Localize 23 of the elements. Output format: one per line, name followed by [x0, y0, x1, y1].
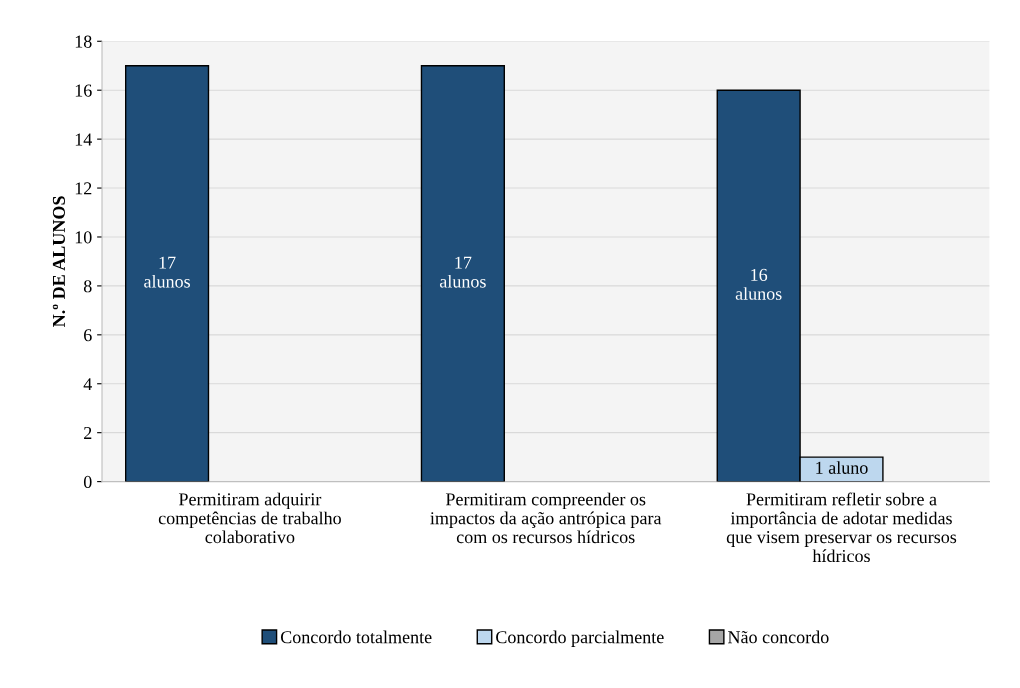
data-label: 1 aluno — [816, 461, 868, 474]
y-tick-label: 0 — [83, 475, 92, 489]
legend-label: Concordo parcialmente — [496, 630, 664, 647]
y-tick-label: 6 — [84, 329, 92, 342]
y-tick-label: 8 — [83, 280, 92, 293]
x-tick-label: Permitiram refletir sobre a importância de adotar medidas que visem preservar os recursos hídricos — [726, 492, 957, 563]
y-tick-label: 14 — [75, 133, 92, 146]
data-label: 16 alunos — [735, 268, 782, 300]
x-tick-label: Permitiram adquirir competências de trabalho colaborativo — [158, 492, 341, 544]
legend-label: Concordo totalmente — [280, 630, 432, 644]
y-tick-label: 18 — [75, 35, 92, 48]
y-tick-label: 2 — [84, 426, 92, 439]
bar — [420, 65, 505, 482]
x-tick-label: Permitiram compreender os impactos da ação antrópica para com os recursos hídricos — [430, 492, 662, 544]
data-label: 17 alunos — [144, 256, 190, 288]
y-tick-label: 12 — [75, 182, 92, 195]
bar — [124, 65, 210, 482]
y-tick-label: 4 — [83, 378, 92, 391]
legend-label: Não concordo — [728, 630, 829, 644]
y-tick-label: 10 — [75, 231, 92, 244]
y-tick-label: 16 — [75, 84, 92, 97]
data-label: 17 alunos — [439, 256, 486, 288]
y-axis-title: N.º DE ALUNOS — [52, 196, 66, 328]
